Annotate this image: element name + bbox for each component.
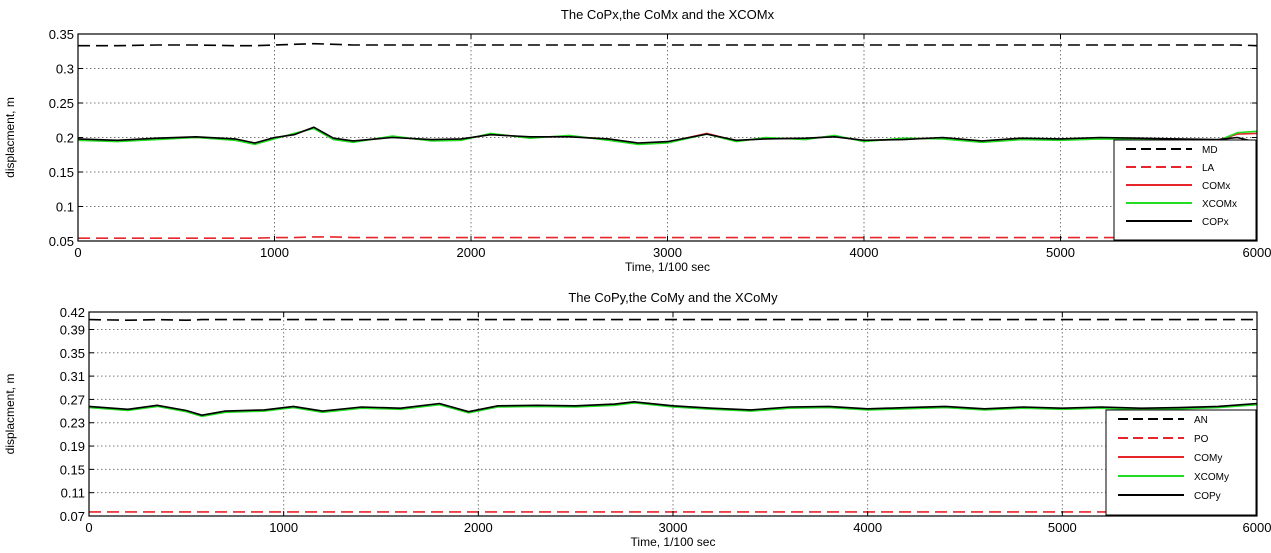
legend-label-po: PO [1194,434,1209,445]
chart-title: The CoPx,the CoMx and the XCOMx [561,7,775,22]
series-line-copy [88,401,1258,416]
chart-panel-1: 0 1000 2000 3000 4000 5000 6000 0.05 0.1 0.15 0.2 0… [3,7,1271,274]
x-axis-label: Time, 1/100 sec [625,260,710,274]
x-tick-label: 4000 [853,520,882,535]
series-line-an [88,318,1257,321]
y-tick-label: 0.35 [60,346,85,361]
x-tick-label: 2000 [464,520,493,535]
legend-label-xcomx: XCOMx [1202,199,1237,210]
series-line-copx [77,126,1258,144]
y-tick-label: 0.35 [49,27,74,42]
legend-label-la: LA [1202,163,1215,174]
x-tick-label: 0 [85,520,92,535]
y-tick-label: 0.19 [60,439,85,454]
x-tick-label: 6000 [1243,245,1271,260]
legend-label-md: MD [1202,145,1218,156]
y-tick-label: 0.15 [49,165,74,180]
y-tick-label: 0.07 [60,509,85,524]
legend-label-comx: COMx [1202,181,1230,192]
y-tick-label: 0.2 [56,131,74,146]
y-tick-label: 0.23 [60,416,85,431]
x-tick-label: 1000 [260,245,289,260]
legend-label-comy: COMy [1194,453,1222,464]
legend-label-copy: COPy [1194,491,1221,502]
x-tick-label: 3000 [653,245,682,260]
plot-area [89,312,1257,516]
x-tick-label: 3000 [659,520,688,535]
y-tick-label: 0.31 [60,369,85,384]
legend-label-xcomy: XCOMy [1194,472,1229,483]
x-tick-label: 5000 [1046,245,1075,260]
y-tick-label: 0.27 [60,392,85,407]
y-tick-label: 0.15 [60,462,85,477]
y-tick-label: 0.11 [61,486,85,501]
legend: AN PO COMy XCOMy COPy [1105,409,1257,516]
legend-box [1113,139,1257,241]
series-line-md [78,42,1258,47]
y-tick-label: 0.39 [60,322,85,337]
y-tick-label: 0.05 [49,234,74,249]
legend: MD LA COMx XCOMx COPx [1113,139,1257,241]
x-tick-label: 0 [74,245,81,260]
x-tick-label: 6000 [1243,520,1271,535]
chart-panel-2: 0 1000 2000 3000 4000 5000 6000 0.07 0.11 0.15 0.1… [3,290,1271,549]
x-axis-label: Time, 1/100 sec [631,535,716,549]
series-line-xcomx [77,127,1258,146]
y-tick-label: 0.42 [60,305,85,320]
chart-title: The CoPy,the CoMy and the XCoMy [568,290,778,305]
y-tick-label: 0.1 [56,200,74,215]
x-tick-label: 4000 [850,245,879,260]
y-tick-label: 0.3 [56,62,74,77]
y-axis-label: displacment, m [3,374,17,455]
y-tick-label: 0.25 [49,96,74,111]
x-tick-label: 1000 [269,520,298,535]
series-line-xcomy [88,402,1258,418]
x-tick-label: 5000 [1048,520,1077,535]
legend-label-copx: COPx [1202,217,1229,228]
y-axis-label: displacment, m [3,97,17,178]
legend-label-an: AN [1194,415,1208,426]
legend-box [1105,409,1257,516]
x-tick-label: 2000 [457,245,486,260]
